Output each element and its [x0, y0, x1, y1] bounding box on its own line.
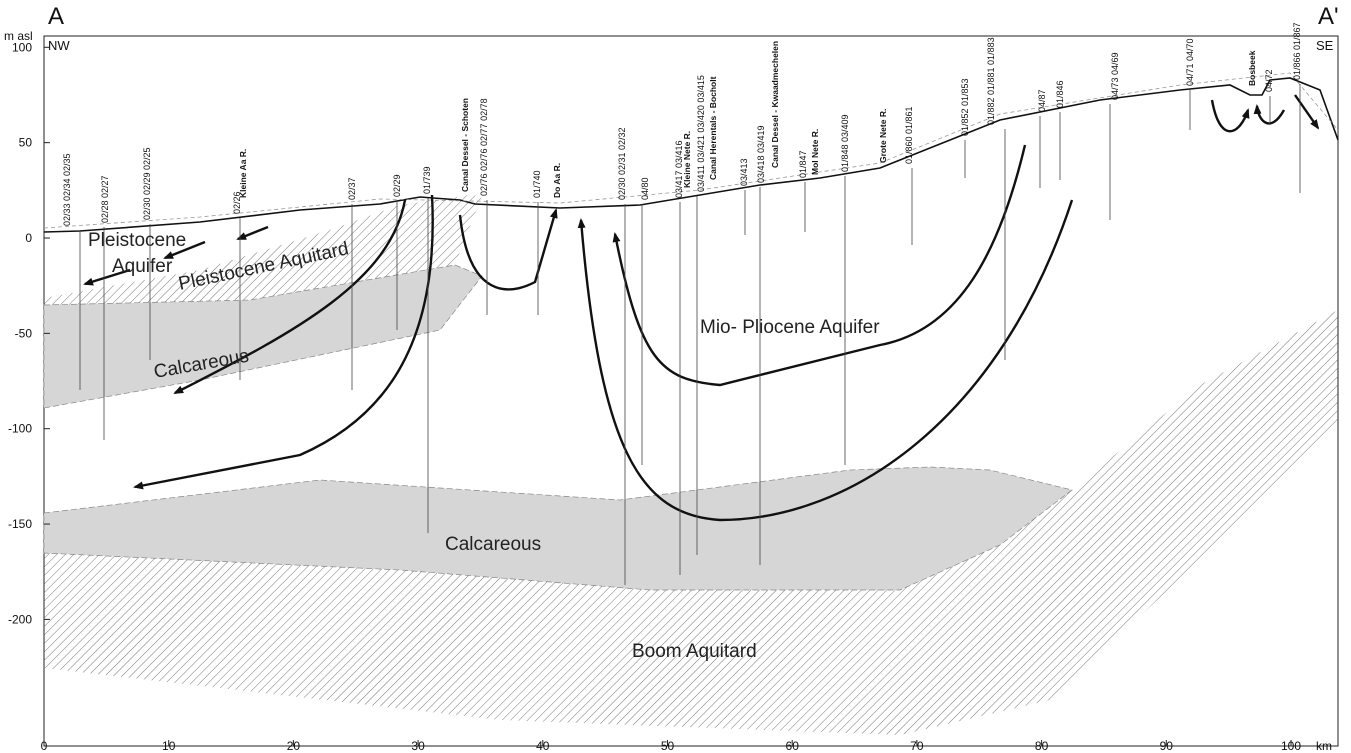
- borehole-label: 04/73 04/69: [1110, 52, 1120, 100]
- waterway-label: Bosbeek: [1247, 50, 1257, 86]
- layer-label: Aquifer: [112, 256, 173, 277]
- y-tick-label: 100: [12, 40, 32, 54]
- layer-label: Pleistocene: [88, 230, 186, 251]
- y-tick-label: -50: [15, 326, 33, 340]
- x-tick-label: 20: [287, 739, 301, 753]
- borehole-label: 02/30 02/29 02/25: [142, 147, 152, 220]
- borehole-label: 01/739: [422, 166, 432, 194]
- borehole-label: 04/87: [1037, 89, 1047, 112]
- borehole-label: 04/71 04/70: [1185, 38, 1195, 86]
- waterway-label: Grote Nete R.: [878, 109, 888, 163]
- section-end: A': [1318, 3, 1339, 30]
- x-tick-label: 60: [786, 739, 800, 753]
- borehole-label: 02/33 02/34 02/35: [62, 153, 72, 226]
- borehole-label: 03/418 03/419: [756, 125, 766, 183]
- cross-section: A A' NW SE m asl km Pleistocene Aquifer …: [0, 0, 1351, 753]
- borehole-label: 01/860 01/861: [904, 106, 914, 164]
- borehole-label: 01/866 01/867: [1292, 22, 1302, 80]
- x-tick-label: 100: [1281, 739, 1301, 753]
- borehole-label: 01/848 03/409: [840, 114, 850, 172]
- borehole-label: 01/740: [532, 170, 542, 198]
- x-tick-label: 50: [661, 739, 675, 753]
- borehole-label: 03/413: [739, 158, 749, 186]
- x-tick-label: 70: [910, 739, 924, 753]
- waterway-label: Kleine Aa R.: [238, 149, 248, 198]
- x-axis-unit: km: [1316, 739, 1332, 753]
- section-start: A: [48, 3, 64, 30]
- x-tick-label: 10: [162, 739, 176, 753]
- borehole-label: 01/846: [1055, 80, 1065, 108]
- waterway-label: Mol Nete R.: [810, 129, 820, 175]
- borehole-label: 02/37: [347, 177, 357, 200]
- borehole-label: 02/76 02/76 02/77 02/78: [479, 98, 489, 196]
- layer-label: Calcareous: [445, 534, 541, 555]
- waterway-label: Canal Herentals - Bocholt: [708, 76, 718, 180]
- y-tick-label: -200: [8, 612, 32, 626]
- waterway-label: Canal Dessel - Kwaadmechelen: [770, 41, 780, 168]
- borehole-label: 02/28 02/27: [100, 175, 110, 223]
- waterway-label: Kleine Nete R.: [682, 131, 692, 188]
- layer-label: Boom Aquitard: [632, 641, 757, 662]
- end-direction: SE: [1316, 38, 1334, 53]
- start-direction: NW: [48, 38, 70, 53]
- layer-label: Mio- Pliocene Aquifer: [700, 317, 880, 338]
- borehole-label: 01/847: [798, 150, 808, 178]
- borehole-label: 04/80: [640, 177, 650, 200]
- waterway-label: Canal Dessel - Schoten: [460, 98, 470, 192]
- x-tick-label: 0: [41, 739, 48, 753]
- y-tick-label: 0: [25, 231, 32, 245]
- y-tick-label: 50: [19, 136, 33, 150]
- borehole-label: 02/30 02/31 02/32: [617, 127, 627, 200]
- borehole-label: 02/29: [392, 174, 402, 197]
- x-tick-label: 40: [536, 739, 550, 753]
- x-tick-label: 30: [411, 739, 425, 753]
- borehole-label: 03/411 03/421 03/420 03/415: [696, 75, 706, 192]
- waterway-label: Do Aa R.: [552, 163, 562, 198]
- borehole-label: 01/852 01/853: [960, 78, 970, 136]
- page: A A' NW SE m asl km Pleistocene Aquifer …: [0, 0, 1351, 753]
- x-tick-label: 90: [1160, 739, 1174, 753]
- y-tick-label: -100: [8, 422, 32, 436]
- x-tick-label: 80: [1035, 739, 1049, 753]
- borehole-label: 04/72: [1264, 69, 1274, 92]
- borehole-label: 01/882 01/881 01/883: [986, 37, 996, 125]
- y-tick-label: -150: [8, 517, 32, 531]
